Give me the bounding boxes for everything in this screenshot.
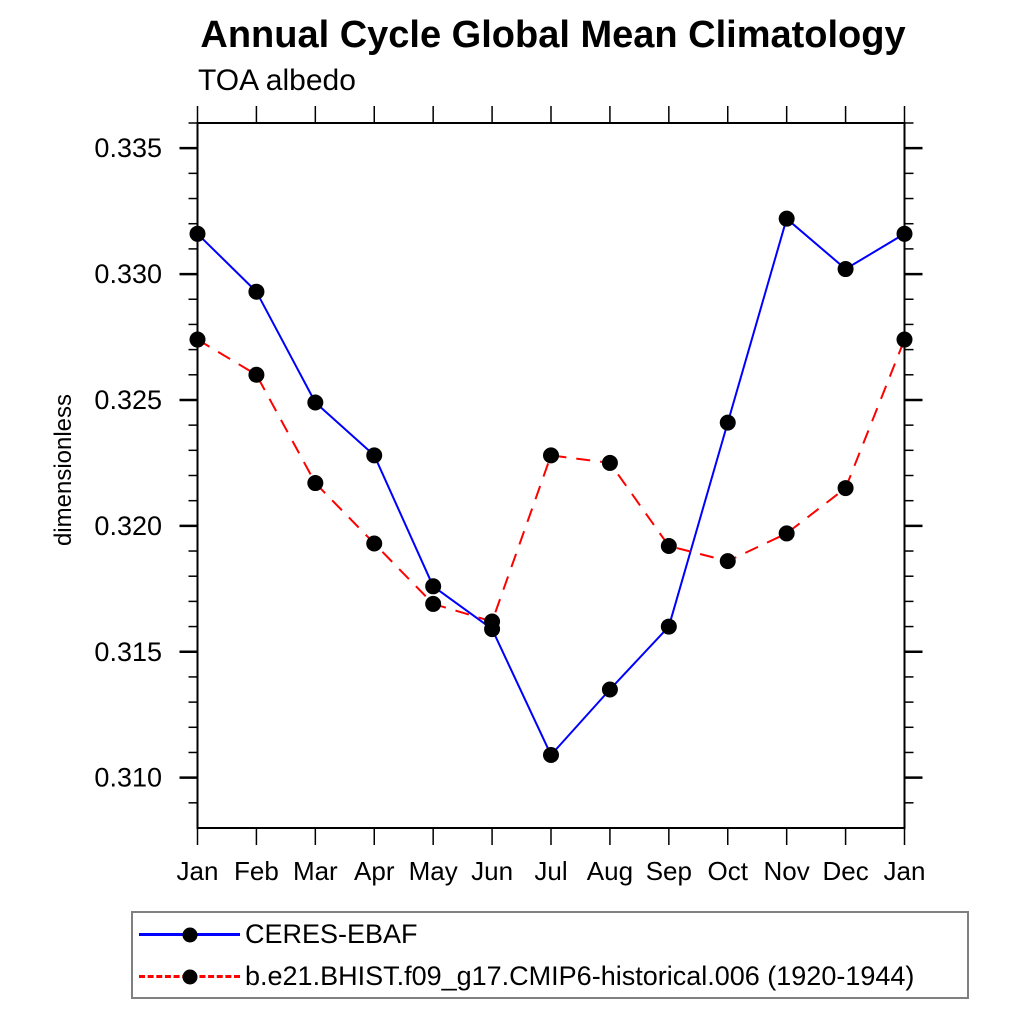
data-point [307, 394, 324, 411]
data-point [248, 366, 265, 383]
x-tick-label: Jun [471, 856, 513, 886]
legend-entry-model: b.e21.BHIST.f09_g17.CMIP6-historical.006… [133, 955, 967, 997]
y-tick-label: 0.320 [94, 511, 162, 541]
legend-line-dashed [139, 969, 240, 984]
legend-line-solid [139, 927, 240, 942]
data-point [837, 261, 854, 278]
data-point [660, 538, 677, 554]
y-tick-label: 0.315 [94, 637, 162, 667]
y-tick-label: 0.325 [94, 385, 162, 415]
series-line-0 [196, 216, 906, 757]
data-point [484, 613, 501, 630]
data-point [601, 681, 618, 698]
data-point [248, 283, 265, 300]
legend-entry-obs: CERES-EBAF [133, 913, 967, 955]
x-tick-label: Feb [234, 856, 279, 886]
x-tick-label: Dec [822, 856, 868, 886]
data-point [778, 525, 795, 542]
data-point [189, 225, 206, 242]
legend-label-model: b.e21.BHIST.f09_g17.CMIP6-historical.006… [245, 960, 915, 991]
x-tick-label: Nov [764, 856, 810, 886]
x-tick-label: Oct [708, 856, 749, 886]
x-tick-label: Sep [646, 856, 692, 886]
y-tick-label: 0.330 [94, 259, 162, 289]
legend-label-obs: CERES-EBAF [245, 918, 418, 949]
data-point [837, 480, 854, 497]
data-point [719, 553, 736, 570]
legend-box: CERES-EBAF b.e21.BHIST.f09_g17.CMIP6-his… [131, 911, 969, 999]
data-point [660, 618, 677, 635]
data-point [896, 225, 913, 242]
x-tick-label: Jul [534, 856, 567, 886]
x-tick-label: Jan [177, 856, 219, 886]
x-tick-label: Mar [293, 856, 338, 886]
data-point [307, 475, 324, 492]
y-tick-label: 0.310 [94, 763, 162, 793]
data-point [543, 746, 559, 763]
x-tick-label: Aug [587, 856, 633, 886]
data-point [366, 447, 383, 464]
x-tick-label: May [409, 856, 458, 886]
data-point [543, 447, 559, 464]
data-point [425, 595, 442, 612]
data-point [189, 331, 206, 348]
legend-marker-icon [182, 969, 197, 984]
legend-marker-icon [182, 927, 197, 942]
data-point [719, 414, 736, 431]
x-tick-label: Apr [354, 856, 395, 886]
data-point [425, 578, 442, 595]
chart-subtitle: TOA albedo [198, 64, 356, 97]
data-point [896, 331, 913, 348]
y-tick-label: 0.335 [94, 133, 162, 163]
data-point [366, 535, 383, 552]
chart-title: Annual Cycle Global Mean Climatology [200, 14, 906, 56]
data-point [778, 210, 795, 227]
data-point [601, 454, 618, 471]
x-tick-label: Jan [884, 856, 926, 886]
